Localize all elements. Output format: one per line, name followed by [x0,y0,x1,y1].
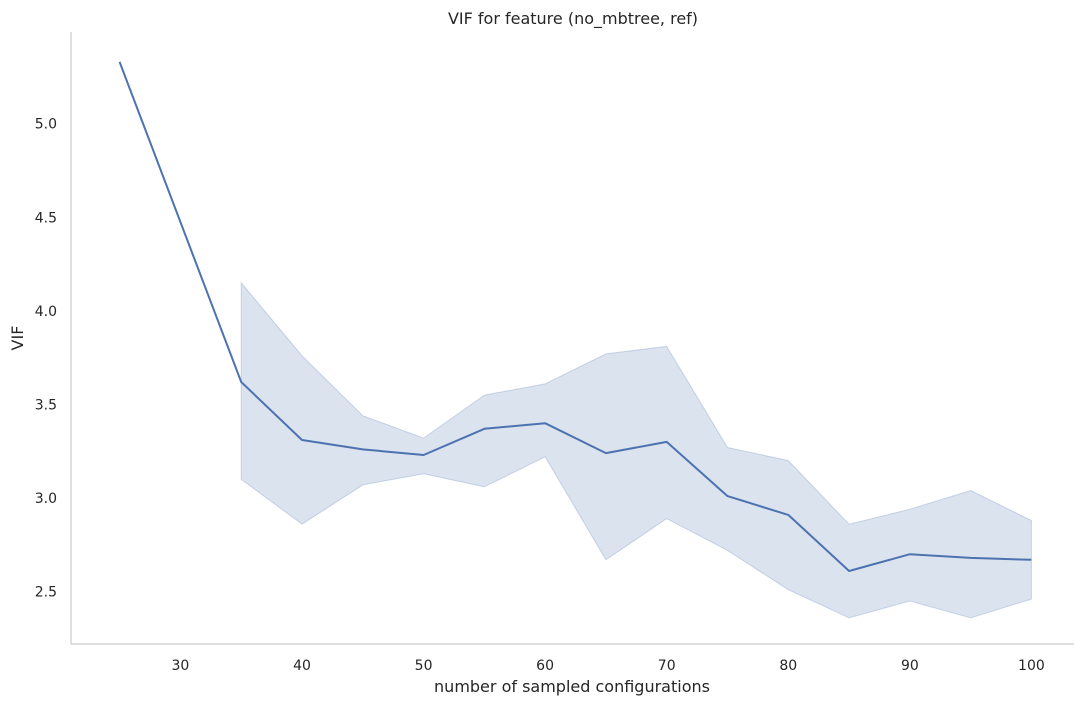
x-tick-label: 100 [1018,658,1045,674]
series-line-layer [118,61,1032,572]
y-tick-label: 2.5 [35,585,57,601]
y-axis-title: VIF [8,326,27,351]
y-tick-labels: 2.5 3.0 3.5 4.0 4.5 5.0 [35,117,57,601]
x-tick-label: 80 [779,658,797,674]
x-tick-label: 40 [293,658,311,674]
y-tick-label: 5.0 [35,117,57,133]
x-tick-labels: 30 40 50 60 70 80 90 100 [171,658,1044,674]
chart-title: VIF for feature (no_mbtree, ref) [448,9,698,29]
series-line [118,61,1032,572]
y-tick-label: 3.0 [35,491,57,507]
y-tick-label: 4.5 [35,210,57,226]
x-tick-label: 30 [171,658,189,674]
axes-layer [70,32,1074,645]
confidence-band-layer [240,281,1032,619]
x-axis-title: number of sampled configurations [434,677,710,696]
x-tick-label: 90 [901,658,919,674]
y-tick-label: 3.5 [35,397,57,413]
y-tick-label: 4.0 [35,304,57,320]
x-tick-label: 70 [658,658,676,674]
confidence-band [240,281,1032,619]
x-tick-label: 50 [415,658,433,674]
x-tick-label: 60 [536,658,554,674]
